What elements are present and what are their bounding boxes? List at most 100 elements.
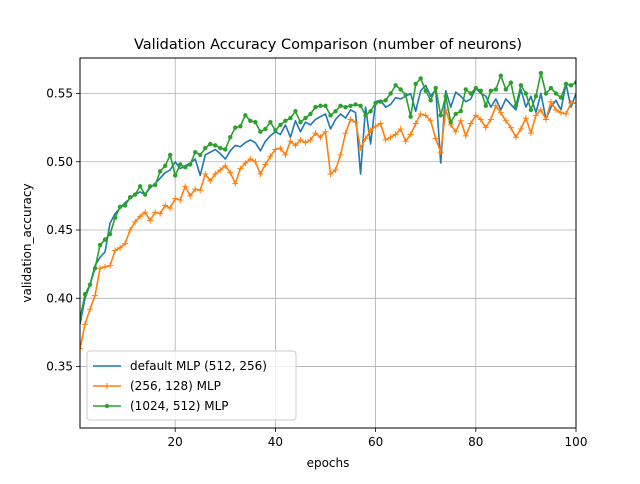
data-point	[103, 237, 107, 241]
data-point	[228, 135, 232, 139]
y-tick-label: 0.55	[46, 86, 73, 100]
data-point	[393, 83, 397, 87]
data-point	[313, 105, 317, 109]
data-point	[383, 98, 387, 102]
data-point	[263, 127, 267, 131]
data-point	[469, 91, 473, 95]
data-point	[479, 89, 483, 93]
legend-swatch-marker	[105, 404, 109, 408]
x-tick-label: 40	[268, 435, 283, 449]
y-tick-label: 0.45	[46, 223, 73, 237]
data-point	[268, 120, 272, 124]
legend: default MLP (512, 256) (256, 128) MLP (102…	[87, 351, 296, 420]
data-point	[258, 130, 262, 134]
data-point	[133, 192, 137, 196]
data-point	[123, 203, 127, 207]
data-point	[213, 143, 217, 147]
data-point	[494, 87, 498, 91]
data-point	[243, 113, 247, 117]
data-point	[248, 119, 252, 123]
data-point	[188, 162, 192, 166]
y-tick-label: 0.40	[46, 291, 73, 305]
data-point	[534, 94, 538, 98]
data-point	[88, 282, 92, 286]
data-point	[554, 91, 558, 95]
data-point	[173, 173, 177, 177]
data-point	[524, 91, 528, 95]
data-point	[283, 119, 287, 123]
data-point	[153, 183, 157, 187]
data-point	[138, 184, 142, 188]
data-point	[569, 83, 573, 87]
x-tick-label: 100	[565, 435, 588, 449]
data-point	[514, 104, 518, 108]
data-point	[358, 104, 362, 108]
y-tick-label: 0.35	[46, 360, 73, 374]
data-point	[233, 125, 237, 129]
data-point	[253, 120, 257, 124]
data-point	[308, 112, 312, 116]
y-axis-label: validation_accuracy	[20, 183, 34, 302]
data-point	[158, 169, 162, 173]
data-point	[113, 216, 117, 220]
data-point	[203, 146, 207, 150]
data-point	[273, 128, 277, 132]
legend-label: (1024, 512) MLP	[130, 399, 229, 413]
data-point	[343, 105, 347, 109]
data-point	[183, 165, 187, 169]
data-point	[278, 123, 282, 127]
data-point	[439, 113, 443, 117]
data-point	[128, 195, 132, 199]
data-point	[418, 76, 422, 80]
data-point	[143, 192, 147, 196]
legend-label: (256, 128) MLP	[130, 379, 221, 393]
data-point	[403, 93, 407, 97]
data-point	[539, 71, 543, 75]
data-point	[489, 89, 493, 93]
data-point	[398, 87, 402, 91]
data-point	[464, 87, 468, 91]
data-point	[444, 94, 448, 98]
data-point	[98, 243, 102, 247]
data-point	[288, 116, 292, 120]
data-point	[198, 153, 202, 157]
data-point	[378, 99, 382, 103]
legend-label: default MLP (512, 256)	[130, 359, 267, 373]
data-point	[238, 124, 242, 128]
x-axis-label: epochs	[307, 456, 350, 470]
data-point	[423, 89, 427, 93]
data-point	[454, 112, 458, 116]
data-point	[93, 266, 97, 270]
data-point	[499, 74, 503, 78]
data-point	[178, 162, 182, 166]
data-point	[223, 147, 227, 151]
data-point	[148, 184, 152, 188]
x-tick-label: 60	[368, 435, 383, 449]
data-point	[363, 113, 367, 117]
data-point	[474, 86, 478, 90]
data-point	[83, 292, 87, 296]
data-point	[459, 109, 463, 113]
data-point	[318, 104, 322, 108]
data-point	[348, 104, 352, 108]
data-point	[559, 95, 563, 99]
data-point	[519, 83, 523, 87]
data-point	[333, 109, 337, 113]
data-point	[564, 82, 568, 86]
data-point	[218, 146, 222, 150]
data-point	[413, 82, 417, 86]
data-point	[434, 86, 438, 90]
data-point	[368, 109, 372, 113]
data-point	[168, 153, 172, 157]
data-point	[504, 87, 508, 91]
x-tick-label: 20	[168, 435, 183, 449]
data-point	[408, 115, 412, 119]
data-point	[509, 80, 513, 84]
data-point	[549, 86, 553, 90]
data-point	[544, 91, 548, 95]
data-point	[388, 91, 392, 95]
y-tick-label: 0.50	[46, 155, 73, 169]
data-point	[484, 104, 488, 108]
